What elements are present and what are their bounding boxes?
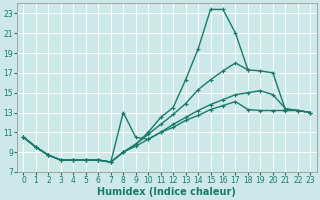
X-axis label: Humidex (Indice chaleur): Humidex (Indice chaleur) [98,187,236,197]
